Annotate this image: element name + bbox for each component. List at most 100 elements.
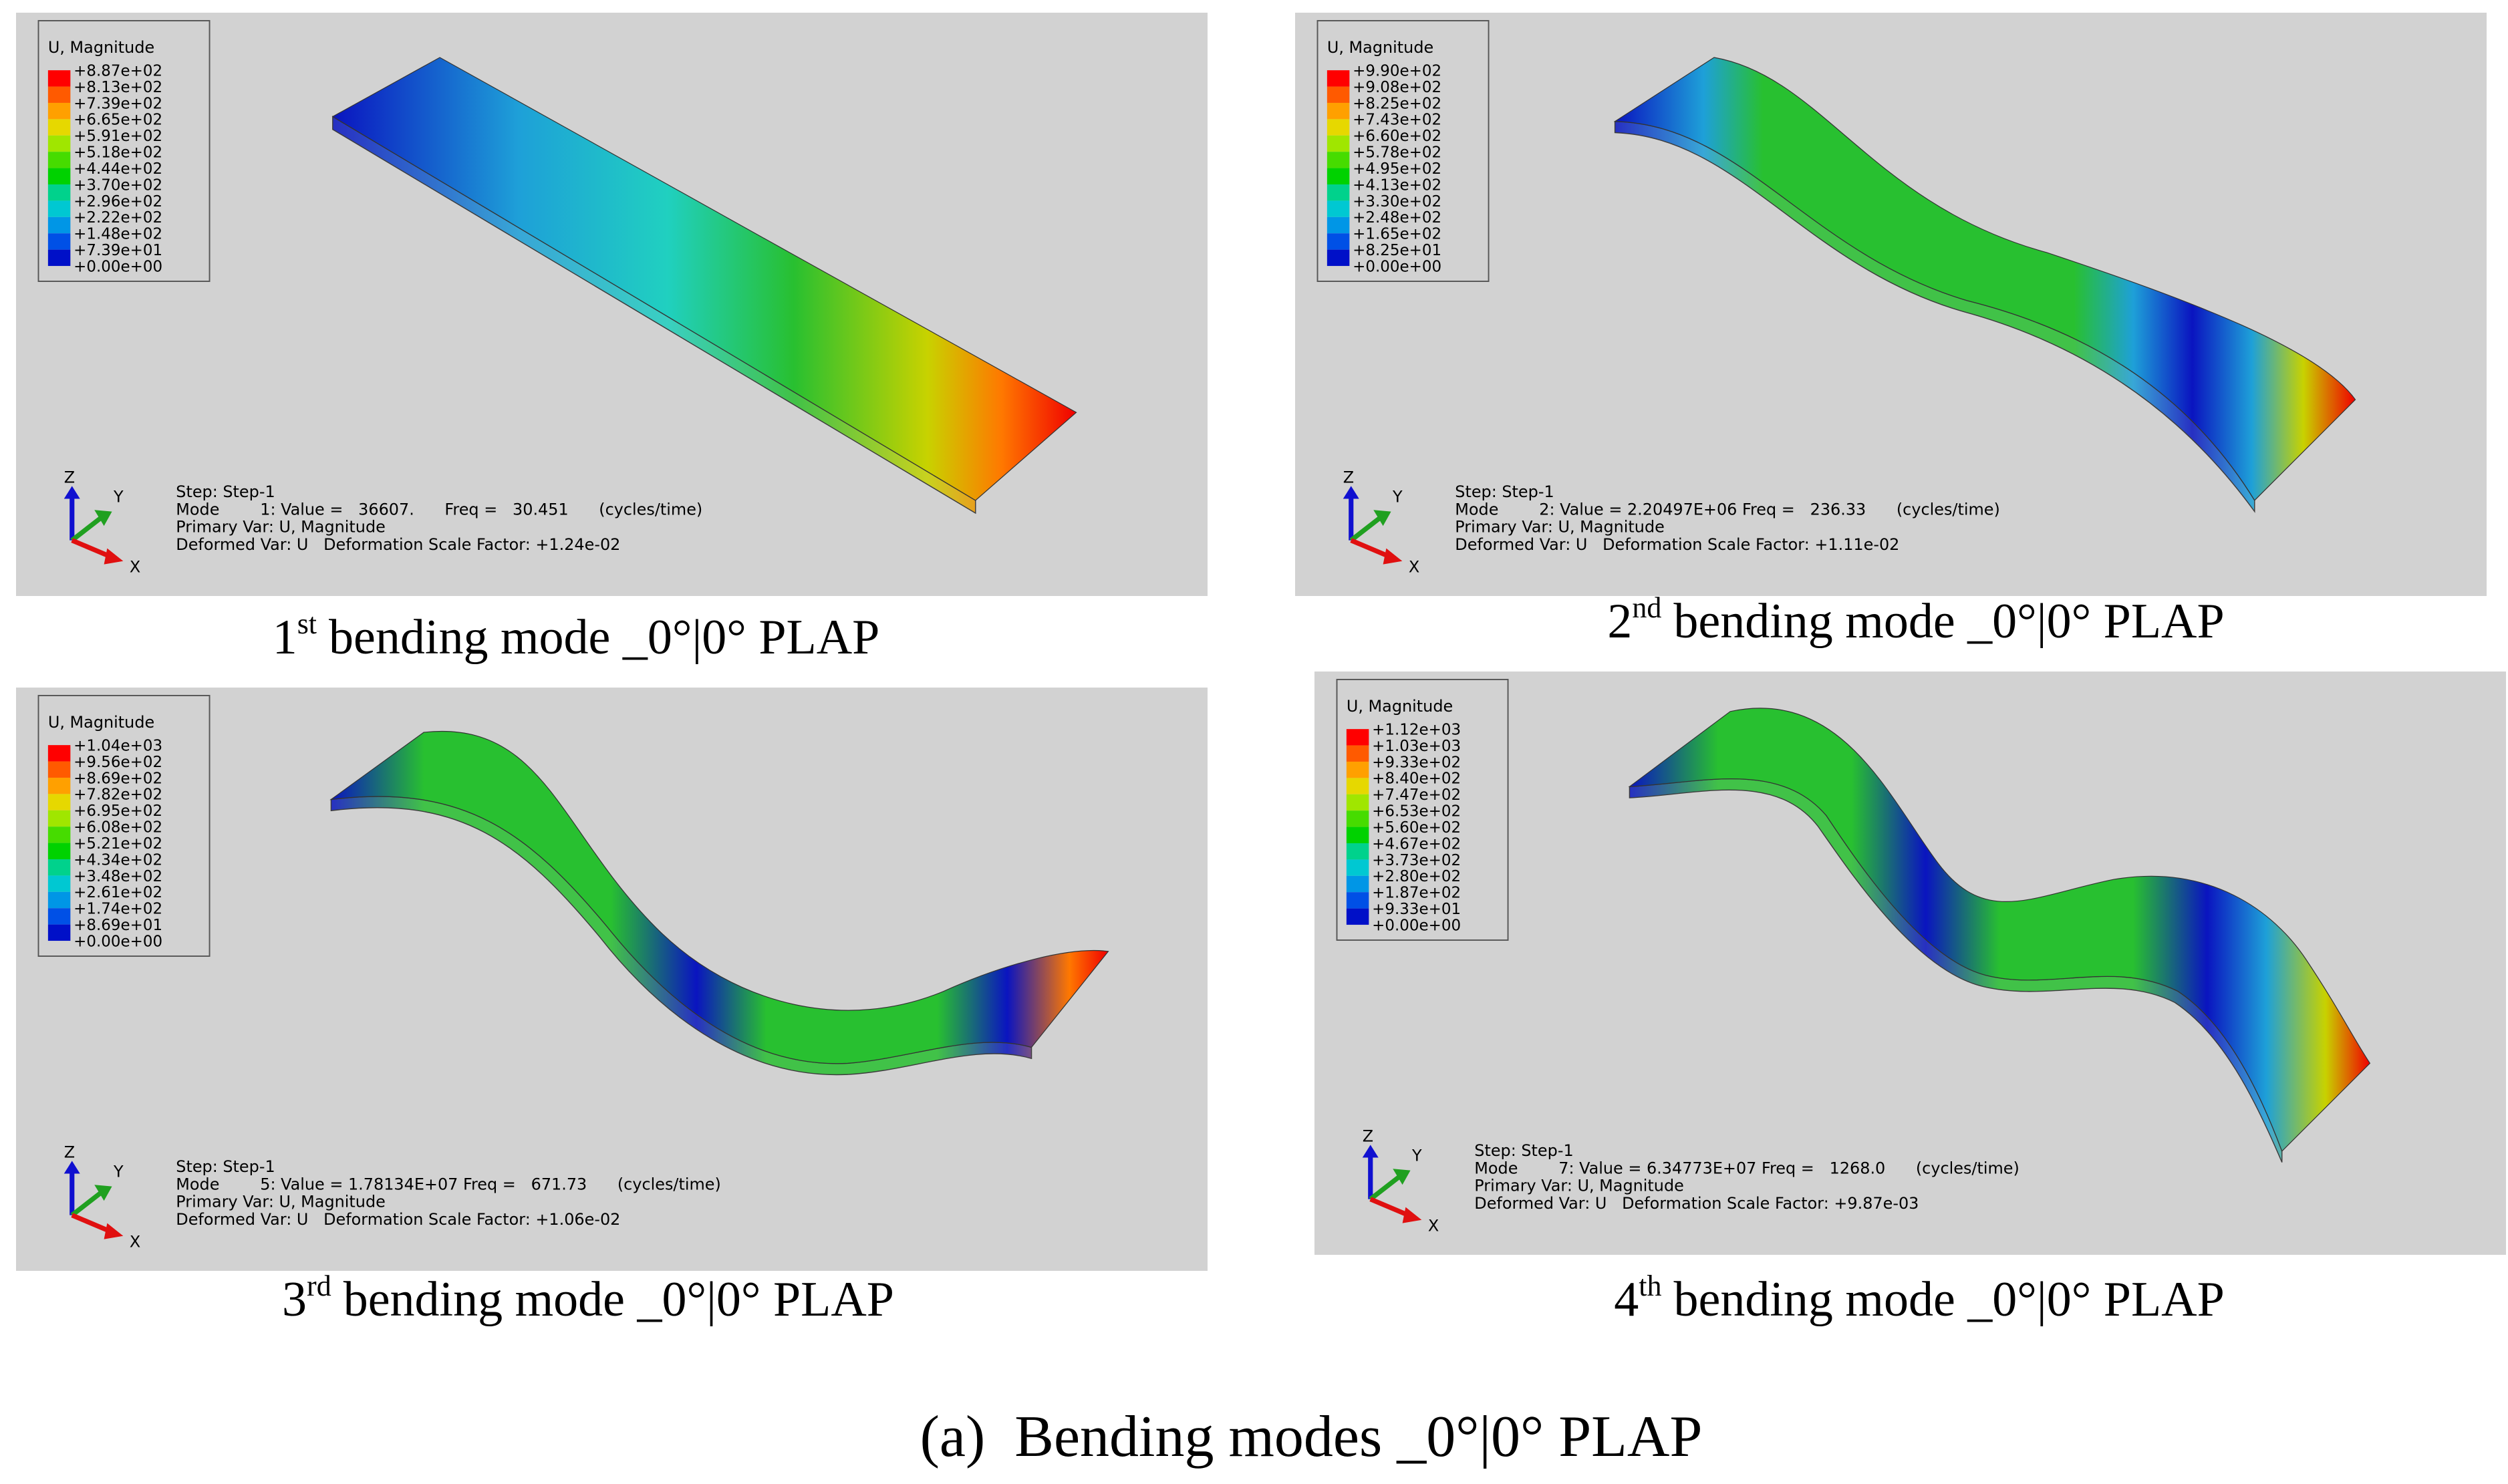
legend-swatch [1346,859,1369,876]
legend-label: +1.04e+03 [74,738,162,755]
mode-panel: U, Magnitude +8.87e+02 +8.13e+02 +7.39e+02 +… [16,13,1208,597]
mode-plot: U, Magnitude+1.04e+03+9.56e+02+8.69e+02+… [37,695,1109,1251]
legend-label: +5.91e+02 [74,128,162,145]
legend-box [1336,679,1509,941]
legend-label: +3.73e+02 [1372,852,1461,869]
axis-label: X [1428,1217,1439,1235]
legend-label: +6.60e+02 [1353,128,1441,145]
legend-swatch [1346,843,1369,860]
step-info: Mode 1: Value = 36607. Freq = 30.451 (cy… [176,500,702,518]
axis-label: X [130,558,140,577]
legend-label: +2.22e+02 [74,209,162,227]
legend-swatch [47,135,71,152]
legend-swatch [1346,778,1369,794]
axis-x-head [104,548,124,565]
step-info: Primary Var: U, Magnitude [176,518,386,537]
legend-swatch [1327,70,1350,87]
caption-number: 4 [1614,1272,1639,1327]
legend-label: +0.00e+00 [74,258,162,275]
legend-swatch [47,168,71,185]
step-info: Primary Var: U, Magnitude [1474,1177,1684,1195]
legend-swatch [47,924,71,941]
legend-label: +7.82e+02 [74,786,162,804]
legend-label: +8.87e+02 [74,63,162,80]
legend-label: +2.48e+02 [1353,209,1441,227]
legend-swatch [47,233,71,250]
axis-label: X [130,1233,140,1251]
legend-swatch [47,102,71,120]
legend-label: +5.21e+02 [74,835,162,853]
axis-y [70,516,103,543]
legend-label: +0.00e+00 [1372,917,1461,934]
legend-label: +7.39e+02 [74,95,162,112]
legend-label: +2.80e+02 [1372,868,1461,885]
legend-label: +6.53e+02 [1372,803,1461,821]
legend-label: +4.34e+02 [74,851,162,869]
legend-label: +2.61e+02 [74,884,162,901]
axis-y-head [1373,510,1391,527]
legend-label: +2.96e+02 [74,193,162,210]
axis-y [1349,516,1382,543]
legend-label: +8.40e+02 [1372,770,1461,788]
step-info: Mode 2: Value = 2.20497E+06 Freq = 236.3… [1455,500,2000,518]
legend-label: +6.08e+02 [74,819,162,837]
mode-plot: U, Magnitude+1.12e+03+1.03e+03+9.33e+02+… [1336,679,2371,1235]
legend-swatch [47,908,71,925]
axis-label: Z [1343,468,1354,487]
legend-swatch [47,794,71,810]
mode-panel: U, Magnitude +1.12e+03 +1.03e+03 +9.33e+02 +… [1314,672,2506,1255]
legend-label: +8.25e+01 [1353,242,1441,259]
caption-suffix: rd [307,1270,331,1302]
step-info: Primary Var: U, Magnitude [176,1193,386,1211]
legend-label: +3.70e+02 [74,176,162,194]
legend-swatch [1346,810,1369,827]
legend-swatch [1327,86,1350,103]
legend-title: U, Magnitude [1347,697,1453,716]
axis-label: Y [113,487,124,506]
beam-surface [1613,57,2356,501]
caption-number: 3 [282,1272,307,1327]
legend-label: +3.30e+02 [1353,193,1441,210]
legend-swatch [47,827,71,843]
legend-swatch [1346,729,1369,746]
legend-swatch [47,777,71,794]
legend-swatch [47,875,71,892]
caption-suffix: th [1639,1270,1662,1302]
axis-z-head [1362,1145,1379,1158]
axis-label: Y [113,1162,124,1181]
legend-swatch [1327,168,1350,185]
legend-swatch [47,810,71,827]
legend-swatch [47,216,71,234]
step-info: Mode 7: Value = 6.34773E+07 Freq = 1268.… [1474,1159,2019,1177]
axis-label: Y [1411,1146,1422,1165]
caption-number: 2 [1607,594,1633,649]
caption-suffix: st [297,607,317,640]
legend-label: +1.74e+02 [74,901,162,918]
legend-swatch [1327,135,1350,152]
caption-text: bending mode _0°|0° PLAP [343,1272,894,1327]
legend-swatch [1327,119,1350,136]
legend-label: +9.33e+02 [1372,754,1461,771]
legend-swatch [1346,761,1369,778]
axis-x-head [1402,1207,1422,1223]
step-info: Primary Var: U, Magnitude [1455,518,1665,537]
caption-text: bending mode _0°|0° PLAP [329,610,880,665]
legend-swatch [47,843,71,860]
legend-label: +1.87e+02 [1372,885,1461,902]
legend-swatch [47,152,71,168]
axis-y [1369,1175,1401,1201]
legend-label: +3.48e+02 [74,868,162,885]
step-info: Step: Step-1 [176,1157,275,1176]
legend-label: +5.18e+02 [74,144,162,162]
legend-swatch [47,184,71,201]
caption-number: 1 [272,610,297,665]
step-info: Deformed Var: U Deformation Scale Factor… [176,535,620,554]
legend-label: +8.25e+02 [1353,95,1441,112]
legend-swatch [1346,827,1369,844]
legend-label: +9.08e+02 [1353,79,1441,96]
mode-plot: U, Magnitude +8.87e+02+8.13e+02+7.39e+02 +… [37,20,1077,577]
legend-label: +8.13e+02 [74,79,162,96]
legend-title: U, Magnitude [48,38,154,57]
mode-panel: U, Magnitude +1.04e+03 +9.56e+02 +8.69e+02 +… [16,688,1208,1272]
